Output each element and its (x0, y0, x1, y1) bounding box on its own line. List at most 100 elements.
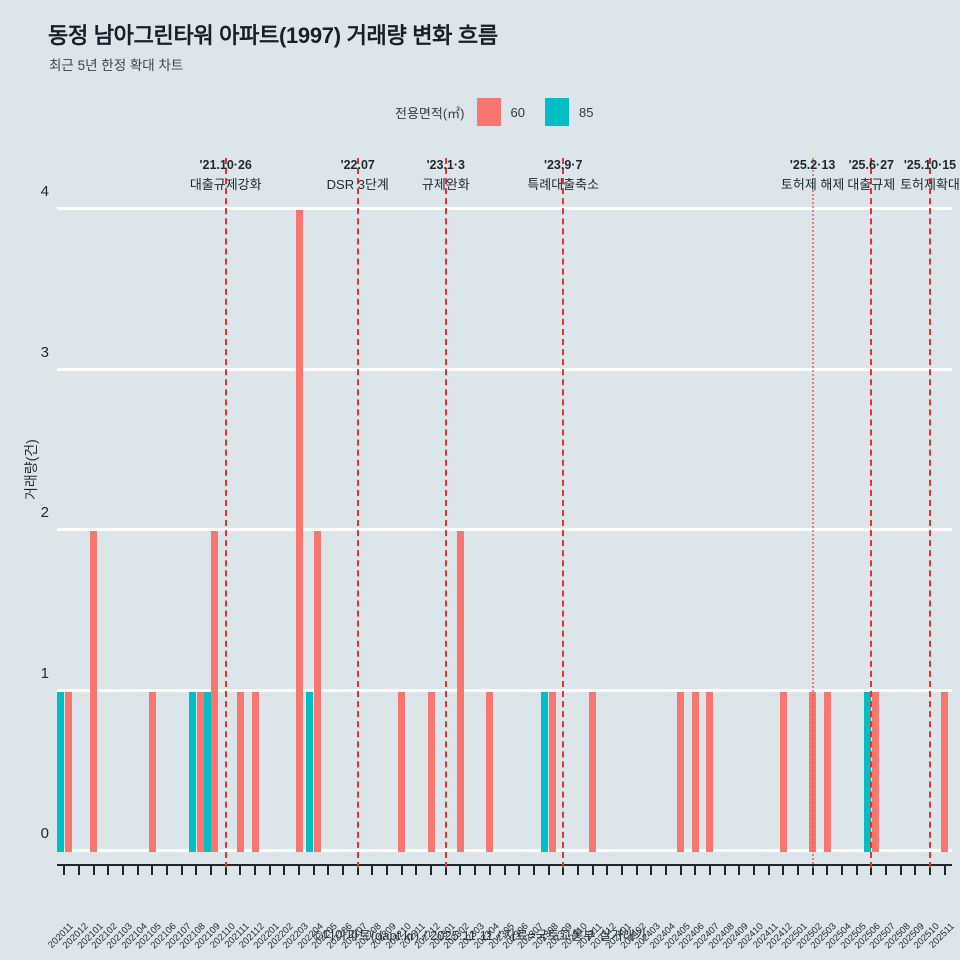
x-tick-mark (914, 865, 917, 875)
x-tick-mark (254, 865, 257, 875)
x-tick-mark (928, 865, 931, 875)
x-tick-mark (855, 865, 858, 875)
bar (486, 691, 494, 852)
event-line (928, 158, 931, 868)
x-tick-mark (92, 865, 95, 875)
x-tick-mark (562, 865, 565, 875)
x-tick-mark (239, 865, 242, 875)
bar (196, 691, 204, 852)
legend-label-60: 60 (510, 104, 525, 120)
bar (398, 691, 406, 852)
footer-credit: ©디아파트(dapt.kr) / 2025.11.11 / 자료=국토교통부 실… (313, 928, 647, 943)
x-tick-mark (606, 865, 609, 875)
gridline (57, 688, 952, 692)
page-title: 동정 남아그린타워 아파트(1997) 거래량 변화 흐름 (48, 23, 498, 48)
x-tick-mark (151, 865, 154, 875)
bar (823, 691, 831, 852)
bar (427, 691, 435, 852)
gridline (57, 207, 952, 210)
event-label: '25.2·13 토허제 해제 (781, 156, 844, 196)
bar (941, 691, 949, 852)
event-title: 특례대출축소 (527, 177, 600, 193)
x-tick-mark (884, 865, 887, 875)
y-tick-label: 0 (40, 825, 49, 842)
y-tick-label: 1 (40, 664, 49, 682)
bar (589, 691, 597, 852)
bar (864, 691, 871, 852)
legend-title: 전용면적(㎡) (395, 105, 465, 121)
x-tick-mark (503, 865, 506, 875)
x-tick-mark (635, 865, 638, 875)
x-tick-mark (298, 865, 301, 875)
gridline (57, 528, 952, 531)
bar (306, 691, 314, 852)
gridline (57, 849, 952, 852)
x-tick-mark (782, 865, 785, 875)
x-tick-mark (356, 865, 359, 875)
x-tick-mark (312, 865, 315, 875)
x-tick-mark (694, 865, 697, 875)
x-tick-mark (723, 865, 726, 875)
x-tick-mark (107, 865, 110, 875)
event-label: '23.1·3 규제완화 (422, 156, 470, 196)
x-tick-mark (811, 865, 814, 875)
bar (541, 691, 549, 852)
x-tick-mark (943, 865, 946, 875)
x-tick-mark (752, 865, 755, 875)
page-subtitle: 최근 5년 한정 확대 차트 (49, 58, 184, 73)
x-tick-mark (518, 865, 521, 875)
x-tick-mark (591, 865, 594, 875)
event-date: '25.2·13 (789, 158, 836, 172)
x-tick-mark (166, 865, 169, 875)
x-tick-mark (620, 865, 623, 875)
gridline (57, 367, 952, 371)
bar (236, 691, 244, 852)
event-line (224, 158, 227, 868)
bar (779, 691, 787, 852)
bar (148, 691, 156, 852)
legend-swatch-85 (544, 98, 569, 126)
event-line (356, 158, 359, 868)
x-tick-mark (136, 865, 139, 875)
x-tick-mark (180, 865, 183, 875)
bar (211, 531, 219, 852)
event-title: 토허제확대 (900, 177, 960, 193)
x-tick-mark (342, 865, 345, 875)
bar (64, 691, 72, 852)
event-date: '25.10·15 (903, 158, 957, 172)
event-line (870, 158, 873, 868)
event-label: '25.6·27 대출규제 (847, 156, 895, 196)
x-tick-mark (327, 865, 330, 875)
event-title: 대출규제강화 (189, 177, 262, 193)
event-date: '22.07 (340, 158, 375, 172)
x-tick-mark (796, 865, 799, 875)
x-tick-mark (430, 865, 433, 875)
event-date: '25.6·27 (848, 158, 894, 172)
bar (871, 691, 879, 852)
x-tick-mark (899, 865, 902, 875)
legend-label-85: 85 (578, 104, 594, 120)
y-axis-title: 거래량(건) (23, 439, 39, 500)
bar (677, 691, 685, 852)
bar (706, 691, 714, 852)
bar (691, 691, 699, 852)
event-title: 규제완화 (421, 177, 470, 193)
y-tick-label: 2 (40, 504, 49, 521)
event-title: 대출규제 (847, 177, 896, 193)
x-tick-mark (224, 865, 227, 875)
x-tick-mark (532, 865, 535, 875)
x-tick-mark (386, 865, 389, 875)
x-tick-mark (708, 865, 711, 875)
event-label: '23.9·7 특례대출축소 (527, 156, 599, 196)
x-tick-mark (840, 865, 843, 875)
event-date: '21.10·26 (199, 158, 252, 172)
bar (203, 691, 211, 852)
x-tick-mark (195, 865, 198, 875)
y-tick-label: 3 (40, 343, 49, 361)
x-tick-mark (870, 865, 873, 875)
x-tick-mark (826, 865, 829, 875)
y-tick-label: 4 (40, 183, 49, 200)
event-line (811, 158, 814, 868)
event-title: 토허제 해제 (780, 177, 845, 193)
